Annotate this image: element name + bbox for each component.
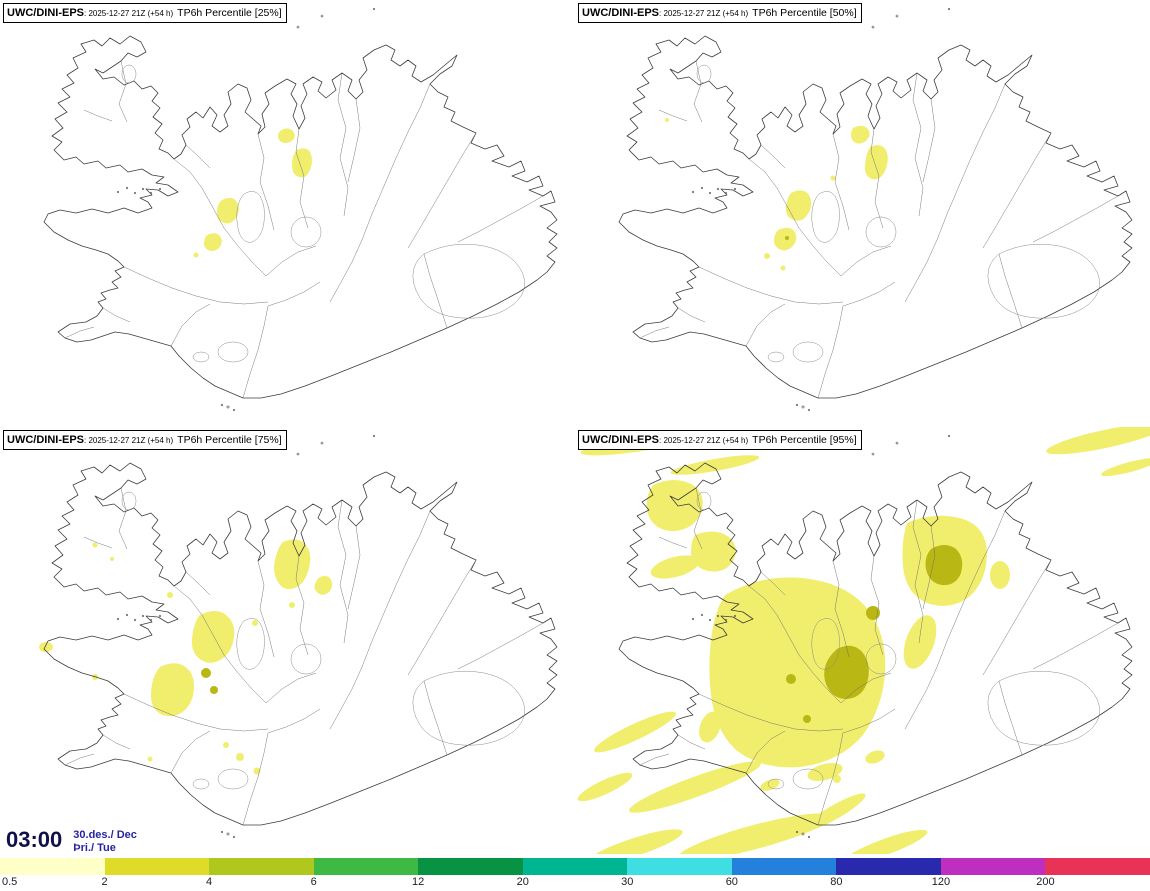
colorbar-segment	[1045, 858, 1150, 875]
valid-date-block: 30.des./ Dec Þri./ Tue	[73, 827, 137, 855]
precip-layer-light	[193, 128, 312, 258]
colorbar-segment	[627, 858, 732, 875]
model-name: UWC/DINI-EPS	[7, 434, 84, 446]
colorbar-label: 0.5	[2, 876, 18, 888]
valid-date: 30.des./ Dec	[73, 829, 137, 841]
colorbar-segment	[104, 858, 210, 875]
colorbar-segment	[940, 858, 1046, 875]
colorbar-label: 200	[1036, 876, 1055, 888]
precip-layer-light	[577, 427, 1150, 854]
colorbar-label: 12	[412, 876, 425, 888]
colorbar-segment	[0, 858, 105, 875]
colorbar-label: 6	[310, 876, 317, 888]
map-canvas-p75	[39, 434, 558, 839]
variable-name: TP6h Percentile [95%]	[752, 434, 857, 446]
colorbar-label: 120	[931, 876, 951, 888]
panel-title: UWC/DINI-EPS: 2025-12-27 21Z (+54 h) TP6h…	[3, 430, 287, 450]
valid-time: 03:00	[6, 827, 63, 852]
variable-name: TP6h Percentile [25%]	[177, 7, 282, 19]
model-name: UWC/DINI-EPS	[582, 7, 659, 19]
variable-name: TP6h Percentile [75%]	[177, 434, 282, 446]
run-info: : 2025-12-27 21Z (+54 h)	[84, 9, 174, 18]
precip-layer-dark	[786, 545, 963, 723]
model-name: UWC/DINI-EPS	[7, 7, 84, 19]
panel-title: UWC/DINI-EPS: 2025-12-27 21Z (+54 h) TP6h…	[578, 3, 862, 23]
colorbar-segment	[836, 858, 941, 875]
run-info: : 2025-12-27 21Z (+54 h)	[84, 436, 174, 445]
colorbar-segment	[313, 858, 419, 875]
map-panel-p75: UWC/DINI-EPS: 2025-12-27 21Z (+54 h) TP6h…	[0, 427, 575, 854]
valid-weekday: Þri./ Tue	[73, 842, 116, 854]
colorbar-label: 60	[725, 876, 738, 888]
map-canvas-p95	[577, 427, 1150, 854]
map-canvas-p25	[43, 7, 558, 412]
panel-title: UWC/DINI-EPS: 2025-12-27 21Z (+54 h) TP6h…	[578, 430, 862, 450]
map-panel-p95: UWC/DINI-EPS: 2025-12-27 21Z (+54 h) TP6h…	[575, 427, 1150, 854]
colorbar-label: 30	[621, 876, 634, 888]
panel-title: UWC/DINI-EPS: 2025-12-27 21Z (+54 h) TP6h…	[3, 3, 287, 23]
colorbar-segment	[418, 858, 523, 875]
colorbar-labels: 0.5 2 4 6 12 20 30 60 80 120 200	[0, 876, 1150, 891]
colorbar-label: 2	[101, 876, 108, 888]
precip-layer-dark	[201, 668, 218, 694]
model-name: UWC/DINI-EPS	[582, 434, 659, 446]
colorbar-segment	[522, 858, 628, 875]
map-panel-p50: UWC/DINI-EPS: 2025-12-27 21Z (+54 h) TP6h…	[575, 0, 1150, 427]
colorbar-label: 20	[516, 876, 529, 888]
colorbar-track	[0, 858, 1150, 875]
run-info: : 2025-12-27 21Z (+54 h)	[659, 436, 749, 445]
variable-name: TP6h Percentile [50%]	[752, 7, 857, 19]
map-canvas-p50	[618, 7, 1133, 412]
precip-layer-light	[665, 118, 888, 271]
colorbar-segment	[731, 858, 837, 875]
run-info: : 2025-12-27 21Z (+54 h)	[659, 9, 749, 18]
precip-layer-light	[39, 539, 333, 775]
valid-time-row: 03:00 30.des./ Dec Þri./ Tue	[6, 827, 145, 855]
colorbar-label: 4	[206, 876, 213, 888]
precip-layer-dark	[785, 236, 789, 240]
colorbar-segment	[209, 858, 314, 875]
map-panel-p25: UWC/DINI-EPS: 2025-12-27 21Z (+54 h) TP6h…	[0, 0, 575, 427]
colorbar-label: 80	[830, 876, 843, 888]
